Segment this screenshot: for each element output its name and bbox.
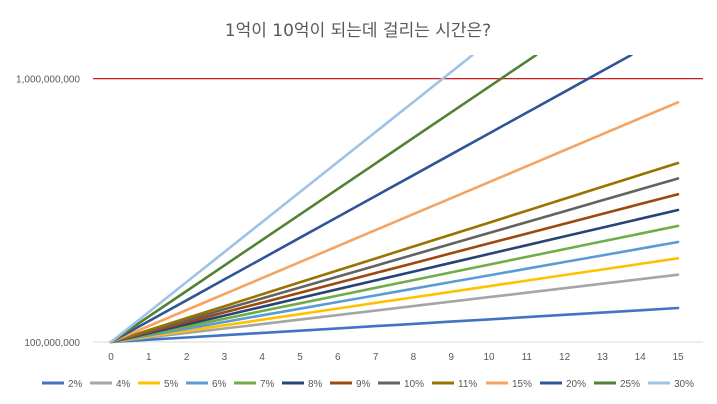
legend-label: 6%	[212, 379, 227, 390]
series-line-2pct	[109, 306, 680, 344]
x-tick-label: 13	[597, 352, 609, 363]
series-line-25pct	[109, 55, 538, 344]
x-tick-label: 3	[222, 352, 228, 363]
legend-label: 15%	[512, 379, 532, 390]
x-tick-label: 2	[184, 352, 190, 363]
series-line-10pct	[109, 177, 680, 344]
legend-item: 5%	[138, 379, 179, 390]
series-line-6pct	[109, 240, 680, 344]
x-tick-label: 8	[411, 352, 417, 363]
x-tick-label: 1	[146, 352, 152, 363]
legend-label: 2%	[68, 379, 83, 390]
legend: 2% 4% 5% 6% 7% 8% 9% 10% 11% 15% 20% 25% 30%	[42, 379, 694, 390]
legend-item: 10%	[378, 379, 424, 390]
series-lines	[109, 55, 680, 344]
legend-label: 11%	[458, 379, 477, 390]
x-tick-label: 11	[522, 352, 533, 363]
series-line-9pct	[109, 192, 680, 344]
x-tick-label: 7	[373, 352, 379, 363]
series-line-4pct	[109, 273, 680, 344]
legend-item: 4%	[90, 379, 131, 390]
y-tick-label: 100,000,000	[24, 338, 80, 349]
legend-item: 25%	[594, 379, 640, 390]
legend-item: 7%	[234, 379, 275, 390]
legend-label: 7%	[260, 379, 275, 390]
x-tick-label: 6	[335, 352, 341, 363]
legend-item: 2%	[42, 379, 83, 390]
legend-label: 5%	[164, 379, 179, 390]
legend-item: 8%	[282, 379, 323, 390]
legend-item: 11%	[432, 379, 477, 390]
legend-label: 20%	[566, 379, 586, 390]
x-tick-label: 12	[559, 352, 571, 363]
y-axis-labels: 100,000,000 1,000,000,000	[16, 75, 80, 349]
legend-label: 8%	[308, 379, 323, 390]
series-line-8pct	[109, 208, 680, 344]
x-tick-label: 0	[108, 352, 114, 363]
x-tick-label: 5	[297, 352, 303, 363]
x-axis-labels: 0 1 2 3 4 5 6 7 8 9 10 11 12 13 14 15	[108, 352, 684, 363]
chart-title: 1억이 10억이 되는데 걸리는 시간은?	[225, 21, 491, 41]
legend-item: 6%	[186, 379, 227, 390]
legend-item: 30%	[648, 379, 694, 390]
x-tick-label: 14	[635, 352, 647, 363]
series-line-7pct	[109, 224, 680, 344]
series-line-30pct	[109, 55, 474, 344]
series-line-11pct	[109, 161, 680, 344]
x-tick-label: 10	[483, 352, 495, 363]
legend-item: 9%	[330, 379, 371, 390]
legend-label: 30%	[674, 379, 694, 390]
series-line-20pct	[109, 55, 633, 344]
series-line-15pct	[109, 101, 680, 344]
legend-item: 15%	[486, 379, 532, 390]
y-tick-label: 1,000,000,000	[16, 75, 80, 86]
x-tick-label: 15	[672, 352, 684, 363]
x-tick-label: 4	[259, 352, 265, 363]
legend-item: 20%	[540, 379, 586, 390]
legend-label: 4%	[116, 379, 131, 390]
x-tick-label: 9	[448, 352, 454, 363]
series-line-5pct	[109, 256, 680, 344]
legend-label: 25%	[620, 379, 640, 390]
legend-label: 9%	[356, 379, 371, 390]
legend-label: 10%	[404, 379, 424, 390]
